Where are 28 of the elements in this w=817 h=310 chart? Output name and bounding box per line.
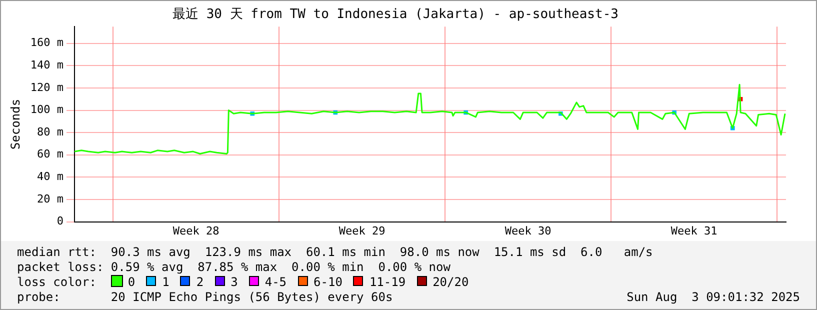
legend-label: 20/20 <box>432 275 469 289</box>
text: Sun Aug 3 09:01:32 2025 <box>626 290 800 305</box>
y-tick-label: 160 m <box>30 36 64 50</box>
legend-label: 2 <box>195 275 204 289</box>
legend-label: 0 <box>126 275 136 289</box>
y-tick-label: 40 m <box>37 170 64 184</box>
legend-label: 3 <box>230 275 238 289</box>
legend-label: 1 <box>161 275 170 289</box>
legend-label: 6-10 <box>312 275 342 289</box>
y-tick-label: 80 m <box>37 125 64 138</box>
x-tick-label: Week 31 <box>670 224 718 238</box>
y-axis-title: Seconds <box>8 98 22 150</box>
chart-title: 最近 30 天 from TW to Indonesia (Jakarta) - ap-southeast-3 <box>172 7 618 22</box>
y-tick-label: 0 <box>56 214 64 228</box>
x-tick-label: Week 28 <box>172 224 220 238</box>
y-tick-label: 140 m <box>30 58 64 72</box>
legend-title: loss color: <box>17 275 98 289</box>
legend-label: 11-19 <box>368 275 406 289</box>
y-tick-label: 120 m <box>30 80 64 94</box>
x-tick-label: Week 29 <box>338 224 386 238</box>
text: median rtt: 90.3 ms avg 123.9 ms max 60.1 ms min 98.0 ms now 15.1 ms sd 6.0 am/s <box>17 245 654 260</box>
x-tick-label: Week 30 <box>504 224 552 238</box>
text: packet loss: 0.59 % avg 87.85 % max 0.00 % min 0.00 % now <box>17 260 452 275</box>
y-tick-label: 60 m <box>37 148 64 161</box>
y-tick-label: 100 m <box>30 103 64 116</box>
legend-label: 4-5 <box>264 275 287 289</box>
y-tick-label: 20 m <box>37 192 64 206</box>
text: probe: 20 ICMP Echo Pings (56 Bytes) every 60s <box>17 290 393 305</box>
